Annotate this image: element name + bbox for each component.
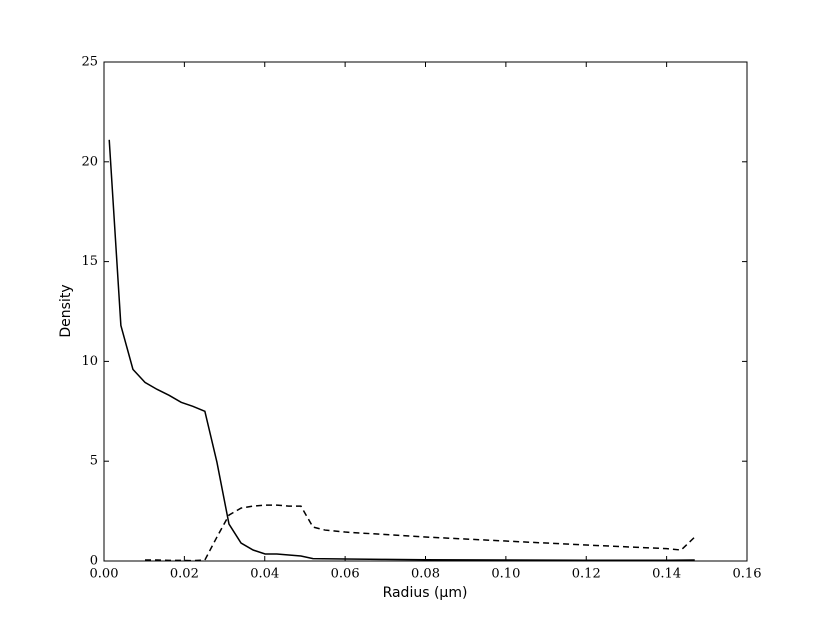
x-tick-label: 0.06 xyxy=(331,567,360,582)
y-axis-label: Density xyxy=(58,284,74,337)
x-tick-label: 0.04 xyxy=(250,567,279,582)
x-axis-label: Radius (μm) xyxy=(383,585,468,601)
x-tick-label: 0.16 xyxy=(733,567,762,582)
x-tick-label: 0.00 xyxy=(90,567,119,582)
y-tick-label: 20 xyxy=(81,154,98,169)
x-tick-label: 0.02 xyxy=(170,567,199,582)
data-line xyxy=(144,504,696,562)
x-tick-label: 0.12 xyxy=(572,567,601,582)
x-tick-label: 0.14 xyxy=(652,567,681,582)
x-tick-label: 0.08 xyxy=(411,567,440,582)
y-tick-label: 5 xyxy=(90,454,98,469)
y-tick-label: 0 xyxy=(90,554,98,569)
plot-frame xyxy=(103,61,748,562)
y-tick-label: 25 xyxy=(81,55,98,70)
x-tick-label: 0.10 xyxy=(491,567,520,582)
data-line xyxy=(108,139,695,561)
y-tick-label: 10 xyxy=(81,354,98,369)
y-tick-label: 15 xyxy=(81,254,98,269)
